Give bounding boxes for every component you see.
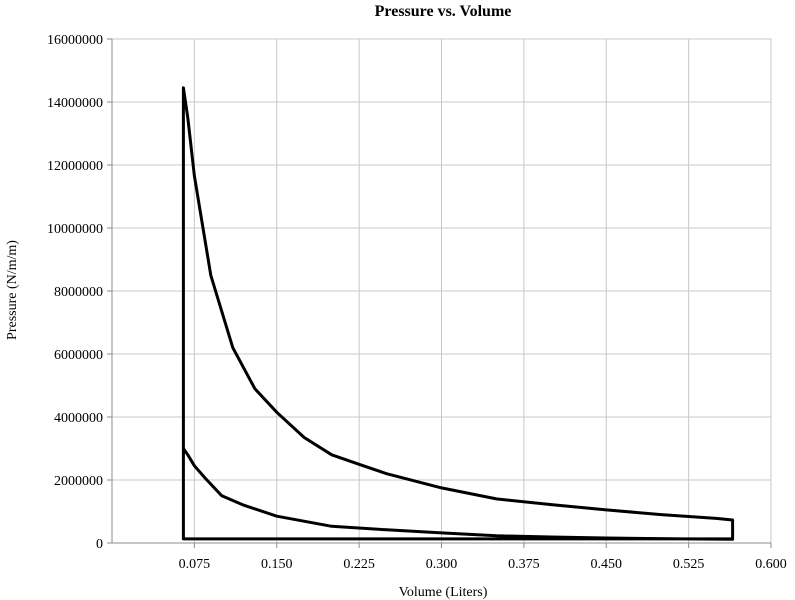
- x-tick-label: 0.150: [261, 557, 293, 572]
- data-point: [232, 347, 234, 349]
- x-tick-label: 0.075: [179, 557, 211, 572]
- data-point: [254, 388, 256, 390]
- y-tick-label: 12000000: [47, 159, 103, 174]
- data-point: [187, 454, 189, 456]
- data-point: [204, 477, 206, 479]
- data-point: [660, 514, 662, 516]
- data-point: [605, 509, 607, 511]
- x-tick-label: 0.600: [755, 557, 787, 572]
- data-point: [358, 463, 360, 465]
- data-point: [440, 532, 443, 534]
- data-point: [331, 525, 333, 527]
- y-tick-label: 10000000: [47, 222, 103, 237]
- x-axis-title: Volume (Liters): [399, 585, 488, 600]
- data-point: [495, 535, 497, 537]
- y-tick-label: 2000000: [54, 474, 103, 489]
- data-point: [715, 517, 717, 520]
- grid-layer: [112, 38, 772, 543]
- y-tick-label: 16000000: [47, 33, 103, 48]
- data-point: [182, 447, 184, 450]
- axis-layer: 0 2000000 4000000 6000000 8000000 10000000 120…: [47, 33, 787, 572]
- y-axis-title: Pressure (N/m/m): [5, 240, 20, 340]
- data-point: [243, 504, 245, 506]
- x-tick-label: 0.450: [591, 557, 623, 572]
- data-point: [682, 538, 684, 540]
- data-point: [210, 274, 212, 276]
- series-line: [181, 86, 735, 541]
- data-point: [550, 504, 552, 506]
- data-point: [193, 175, 195, 177]
- data-point: [182, 538, 184, 540]
- y-tick-label: 0: [96, 537, 103, 552]
- y-tick-label: 4000000: [54, 411, 103, 426]
- data-point: [440, 487, 443, 489]
- x-tick-label: 0.225: [343, 557, 375, 572]
- data-point: [187, 117, 189, 119]
- data-point: [605, 537, 607, 539]
- y-tick-label: 8000000: [54, 285, 103, 300]
- data-point: [386, 529, 388, 531]
- data-point: [276, 515, 278, 517]
- y-tick-label: 6000000: [54, 348, 103, 363]
- y-tick-label: 14000000: [47, 96, 103, 111]
- series-layer: [181, 86, 735, 541]
- data-point: [182, 87, 184, 89]
- data-point: [386, 473, 388, 475]
- data-point: [732, 519, 734, 521]
- label-layer: Pressure vs. Volume Volume (Liters) Pres…: [5, 3, 511, 600]
- data-point: [732, 538, 734, 540]
- chart-title: Pressure vs. Volume: [375, 3, 512, 20]
- data-point: [193, 465, 195, 467]
- x-tick-label: 0.375: [508, 557, 540, 572]
- x-tick-label: 0.525: [673, 557, 705, 572]
- data-point: [331, 454, 333, 456]
- data-point: [495, 498, 497, 500]
- data-point: [303, 436, 305, 439]
- data-point: [221, 495, 223, 497]
- data-point: [276, 411, 278, 413]
- data-point: [550, 536, 552, 538]
- x-tick-label: 0.300: [426, 557, 458, 572]
